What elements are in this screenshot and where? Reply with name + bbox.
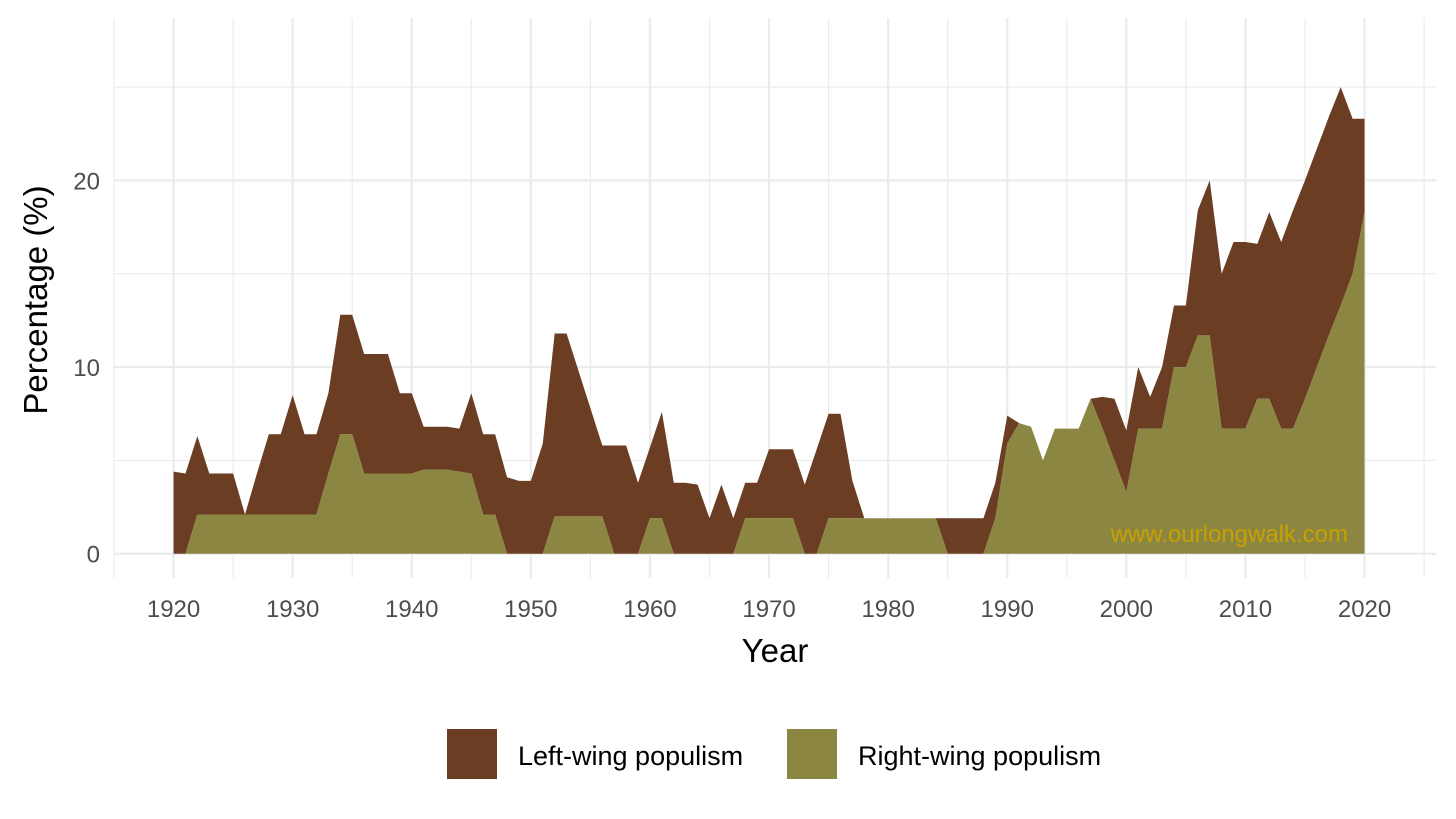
x-tick-label: 1920 [147,596,200,623]
x-tick-label: 2000 [1100,596,1153,623]
y-tick-label: 20 [73,168,100,195]
x-tick-label: 1960 [623,596,676,623]
legend-swatch-right-wing [787,729,837,779]
x-tick-label: 1990 [981,596,1034,623]
x-tick-label: 2020 [1338,596,1391,623]
watermark-text: www.ourlongwalk.com [1110,521,1348,548]
x-tick-label: 1950 [504,596,557,623]
y-axis-title: Percentage (%) [17,185,54,414]
legend-swatch-left-wing [447,729,497,779]
x-tick-label: 1980 [861,596,914,623]
x-tick-label: 1930 [266,596,319,623]
x-tick-label: 2010 [1219,596,1272,623]
y-tick-label: 10 [73,355,100,382]
legend-label-right-wing: Right-wing populism [858,741,1101,771]
legend: Left-wing populism Right-wing populism [447,729,1101,779]
x-tick-label: 1940 [385,596,438,623]
tick-labels: 1920 1930 1940 1950 1960 1970 1980 1990 2000 2010… [73,168,1391,623]
area-left-wing-populism [173,87,1365,554]
areas [173,87,1365,554]
area-right-wing-populism [173,212,1365,554]
x-tick-label: 1970 [742,596,795,623]
legend-label-left-wing: Left-wing populism [518,741,743,771]
x-axis-title: Year [742,632,809,669]
y-tick-label: 0 [87,542,100,569]
